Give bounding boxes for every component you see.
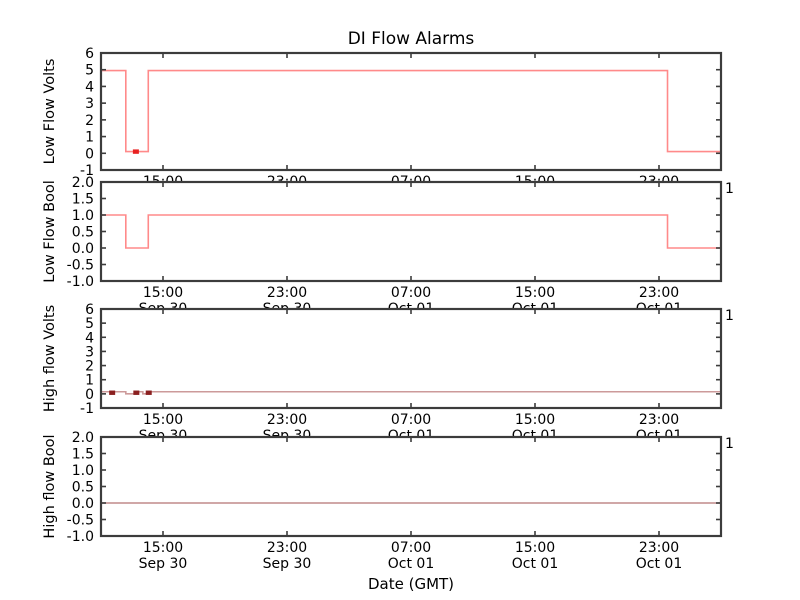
plot-area	[101, 182, 721, 281]
x-tick-label: 23:00	[267, 285, 307, 301]
right-axis-tick-label: 1	[725, 181, 734, 197]
x-tick-sublabel: Sep 30	[263, 556, 312, 572]
data-point-marker	[109, 390, 116, 395]
y-tick-label: 1.5	[72, 447, 94, 463]
y-tick-label: 4	[85, 330, 94, 346]
y-tick-label: 2	[85, 113, 94, 129]
y-tick-label: -0.5	[67, 513, 94, 529]
y-tick-label: 0.0	[72, 241, 94, 257]
y-tick-label: 3	[85, 344, 94, 360]
x-tick-label: 07:00	[391, 412, 431, 428]
x-tick-label: 15:00	[515, 285, 555, 301]
x-axis-label: Date (GMT)	[368, 575, 454, 593]
y-tick-label: 2.0	[72, 430, 94, 446]
data-point-marker	[133, 390, 140, 395]
x-tick-label: 23:00	[639, 412, 679, 428]
data-series-line	[101, 214, 721, 249]
y-tick-label: 1	[85, 373, 94, 389]
y-tick-label: 0.5	[72, 225, 94, 241]
y-tick-label: 0.0	[72, 496, 94, 512]
y-tick-label: 1.0	[72, 463, 94, 479]
y-tick-label: 0.5	[72, 480, 94, 496]
y-tick-label: 5	[85, 316, 94, 332]
y-tick-label: 6	[85, 46, 94, 62]
x-tick-label: 23:00	[267, 412, 307, 428]
y-tick-label: -1.0	[67, 274, 94, 290]
x-tick-label: 07:00	[391, 285, 431, 301]
right-axis-tick-label: 1	[725, 308, 734, 324]
y-tick-label: -0.5	[67, 258, 94, 274]
data-point-marker	[132, 149, 139, 154]
y-tick-label: -1	[80, 401, 94, 417]
y-axis-label: High flow Volts	[42, 305, 58, 412]
y-tick-label: -1.0	[67, 529, 94, 545]
data-series-line	[101, 69, 721, 153]
y-tick-label: 2.0	[72, 175, 94, 191]
x-tick-label: 23:00	[267, 540, 307, 556]
y-axis-label: High flow Bool	[42, 434, 58, 538]
y-axis-label: Low Flow Volts	[42, 59, 58, 165]
x-tick-label: 07:00	[391, 540, 431, 556]
chart-title: DI Flow Alarms	[348, 29, 475, 49]
x-tick-label: 23:00	[639, 540, 679, 556]
right-axis-tick-label: 1	[725, 436, 734, 452]
x-tick-sublabel: Oct 01	[388, 556, 434, 572]
y-axis-label: Low Flow Bool	[42, 180, 58, 283]
y-tick-label: 6	[85, 302, 94, 318]
x-tick-label: 15:00	[143, 285, 183, 301]
x-tick-sublabel: Sep 30	[139, 556, 188, 572]
y-tick-label: 1.0	[72, 208, 94, 224]
y-tick-label: -1	[80, 163, 94, 179]
x-tick-label: 15:00	[515, 540, 555, 556]
y-tick-label: 4	[85, 79, 94, 95]
x-tick-sublabel: Oct 01	[636, 556, 682, 572]
y-tick-label: 2	[85, 359, 94, 375]
data-point-marker	[145, 390, 152, 395]
x-tick-label: 15:00	[143, 412, 183, 428]
x-tick-label: 15:00	[143, 540, 183, 556]
y-tick-label: 0	[85, 146, 94, 162]
x-tick-sublabel: Oct 01	[512, 556, 558, 572]
plot-area	[101, 309, 721, 408]
x-tick-label: 23:00	[639, 285, 679, 301]
y-tick-label: 5	[85, 63, 94, 79]
y-tick-label: 0	[85, 387, 94, 403]
plot-area	[101, 437, 721, 536]
x-tick-label: 15:00	[515, 412, 555, 428]
y-tick-label: 3	[85, 96, 94, 112]
plot-area	[101, 53, 721, 170]
y-tick-label: 1	[85, 130, 94, 146]
y-tick-label: 1.5	[72, 192, 94, 208]
